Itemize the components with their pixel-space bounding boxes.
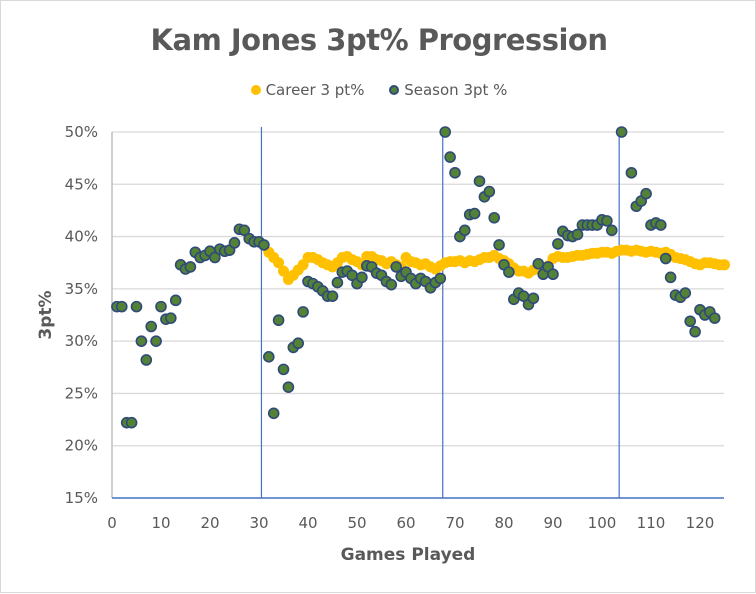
season-point — [150, 335, 162, 347]
y-tick-label: 40% — [65, 228, 98, 246]
x-tick-label: 10 — [151, 514, 170, 532]
y-tick-label: 20% — [65, 437, 98, 455]
career-point — [273, 257, 285, 269]
season-point — [488, 211, 501, 224]
season-point — [503, 266, 515, 278]
season-point — [708, 312, 721, 324]
legend-marker-season — [389, 85, 400, 95]
x-tick-label: 120 — [686, 514, 715, 532]
legend-label-career: Career 3 pt% — [265, 81, 365, 99]
season-point — [130, 300, 143, 313]
season-point — [390, 261, 403, 273]
season-point — [571, 228, 584, 241]
y-axis-title: 3pt% — [36, 290, 56, 339]
season-point — [297, 306, 309, 318]
season-point — [659, 252, 672, 265]
season-point — [277, 363, 290, 376]
season-point — [125, 416, 138, 429]
career-point — [719, 259, 730, 271]
legend-item-career[interactable]: Career 3 pt% — [250, 81, 365, 99]
season-point — [169, 294, 182, 307]
season-point — [615, 126, 628, 138]
season-point — [547, 268, 559, 281]
season-point — [434, 272, 447, 285]
career-point — [278, 265, 289, 277]
season-point — [468, 207, 481, 220]
x-tick-label: 20 — [200, 514, 219, 532]
x-tick-label: 110 — [637, 514, 666, 532]
season-point — [184, 261, 197, 273]
season-point — [326, 290, 339, 302]
season-point — [684, 315, 697, 328]
season-point — [155, 300, 167, 313]
x-tick-label: 40 — [298, 514, 317, 532]
season-point — [458, 224, 471, 237]
y-tick-label: 25% — [65, 384, 98, 402]
season-point — [664, 271, 677, 284]
season-point — [605, 224, 618, 237]
season-point — [679, 287, 692, 299]
season-point — [116, 300, 128, 313]
x-tick-label: 90 — [543, 514, 562, 532]
season-point — [209, 251, 221, 264]
season-point — [282, 381, 295, 393]
season-point — [493, 239, 505, 251]
legend-item-season[interactable]: Season 3pt % — [389, 81, 507, 99]
season-point — [262, 351, 275, 363]
x-tick-label: 50 — [347, 514, 366, 532]
x-tick-label: 100 — [588, 514, 617, 532]
x-tick-label: 80 — [494, 514, 513, 532]
season-point — [135, 335, 148, 347]
season-point — [532, 257, 545, 270]
season-point — [689, 325, 701, 338]
x-tick-label: 60 — [396, 514, 415, 532]
y-tick-label: 15% — [65, 489, 98, 507]
season-point — [654, 219, 667, 231]
season-point — [473, 175, 486, 187]
y-tick-label: 35% — [65, 280, 98, 298]
season-point — [165, 312, 177, 324]
season-point — [385, 278, 398, 291]
season-point — [331, 276, 344, 289]
season-point — [267, 407, 280, 420]
season-point — [145, 320, 157, 333]
season-point — [449, 166, 461, 179]
legend-label-season: Season 3pt % — [404, 81, 508, 99]
season-point — [552, 238, 564, 250]
x-tick-label: 70 — [445, 514, 464, 532]
legend-marker-career — [250, 85, 261, 95]
season-point — [292, 337, 305, 350]
x-axis-title: Games Played — [341, 545, 476, 565]
season-point — [356, 271, 368, 284]
y-tick-label: 30% — [65, 332, 98, 350]
season-point — [625, 166, 638, 179]
season-point — [228, 237, 241, 249]
season-point — [439, 126, 452, 138]
chart-title: Kam Jones 3pt% Progression — [150, 23, 608, 57]
season-point — [444, 151, 456, 163]
x-tick-label: 0 — [107, 514, 117, 532]
legend: Career 3 pt% Season 3pt % — [1, 81, 756, 99]
x-tick-label: 30 — [249, 514, 268, 532]
y-tick-label: 50% — [65, 123, 98, 141]
season-point — [483, 185, 496, 198]
season-point — [640, 187, 652, 200]
season-point — [527, 292, 540, 305]
season-point — [601, 215, 613, 227]
season-point — [272, 314, 285, 327]
season-point — [140, 354, 153, 366]
y-tick-label: 45% — [65, 175, 98, 193]
season-point — [238, 224, 251, 237]
season-point — [258, 239, 270, 251]
